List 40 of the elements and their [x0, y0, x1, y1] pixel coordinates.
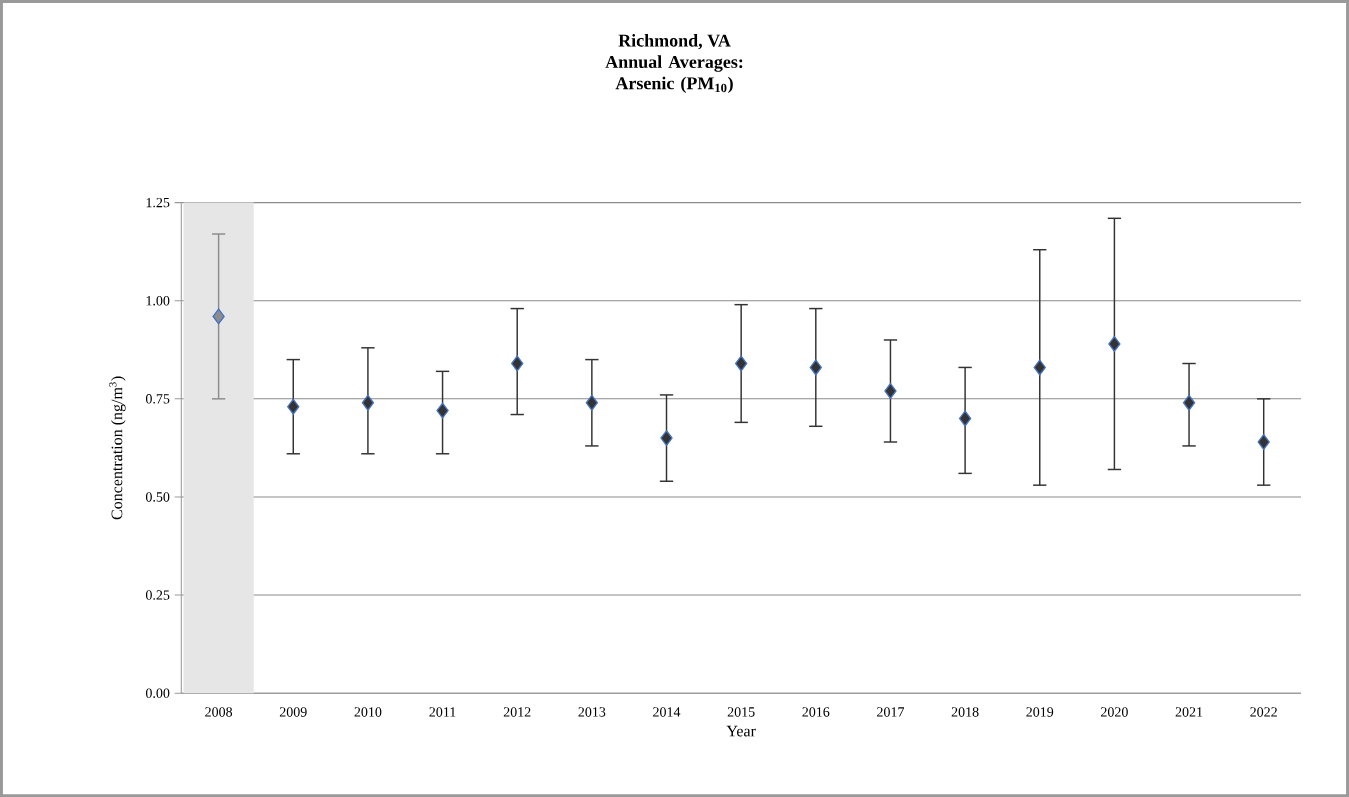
y-tick-label: 0.25 — [145, 590, 170, 600]
x-tick-label: 2022 — [1250, 707, 1277, 717]
x-tick-label: 2010 — [354, 707, 382, 717]
chart-title: Richmond, VA — [618, 33, 731, 50]
point — [1257, 433, 1270, 450]
x-tick-label: 2014 — [653, 707, 681, 717]
point — [660, 430, 673, 447]
point — [1182, 394, 1196, 411]
point — [212, 308, 225, 325]
y-axis-title: Concentration (ng/m$^{3}$) — [109, 376, 126, 520]
y-tick-label: 0.75 — [145, 394, 170, 404]
chart-subtitle: Annual Averages: Arsenic (PM$_{10}$) — [605, 55, 743, 93]
y-tick-label: 0.00 — [145, 688, 170, 698]
x-tick-label: 2009 — [279, 707, 307, 717]
x-tick-label: 2008 — [205, 707, 233, 717]
y-tick-label: 0.50 — [145, 492, 170, 502]
point — [884, 382, 897, 399]
x-tick-label: 2017 — [877, 707, 905, 717]
point — [809, 359, 822, 376]
point — [511, 355, 524, 372]
y-tick-label: 1.25 — [146, 197, 170, 208]
x-tick-label: 2021 — [1175, 707, 1203, 717]
x-axis-title: Year — [726, 725, 756, 737]
x-tick-label: 2016 — [802, 707, 830, 717]
point — [287, 398, 300, 415]
point — [361, 394, 375, 411]
x-tick-label: 2018 — [951, 707, 979, 717]
x-tick-label: 2015 — [727, 707, 755, 717]
x-tick-label: 2013 — [578, 707, 606, 717]
y-tick-label: 1.00 — [146, 295, 170, 306]
x-tick-label: 2019 — [1026, 707, 1054, 717]
point — [734, 355, 748, 372]
x-tick-label: 2012 — [503, 707, 531, 717]
point — [1108, 335, 1121, 352]
point — [1033, 359, 1046, 376]
point — [436, 402, 449, 419]
point — [585, 394, 599, 411]
x-tick-label: 2020 — [1101, 707, 1128, 717]
point — [958, 410, 972, 427]
x-tick-label: 2011 — [429, 707, 456, 717]
